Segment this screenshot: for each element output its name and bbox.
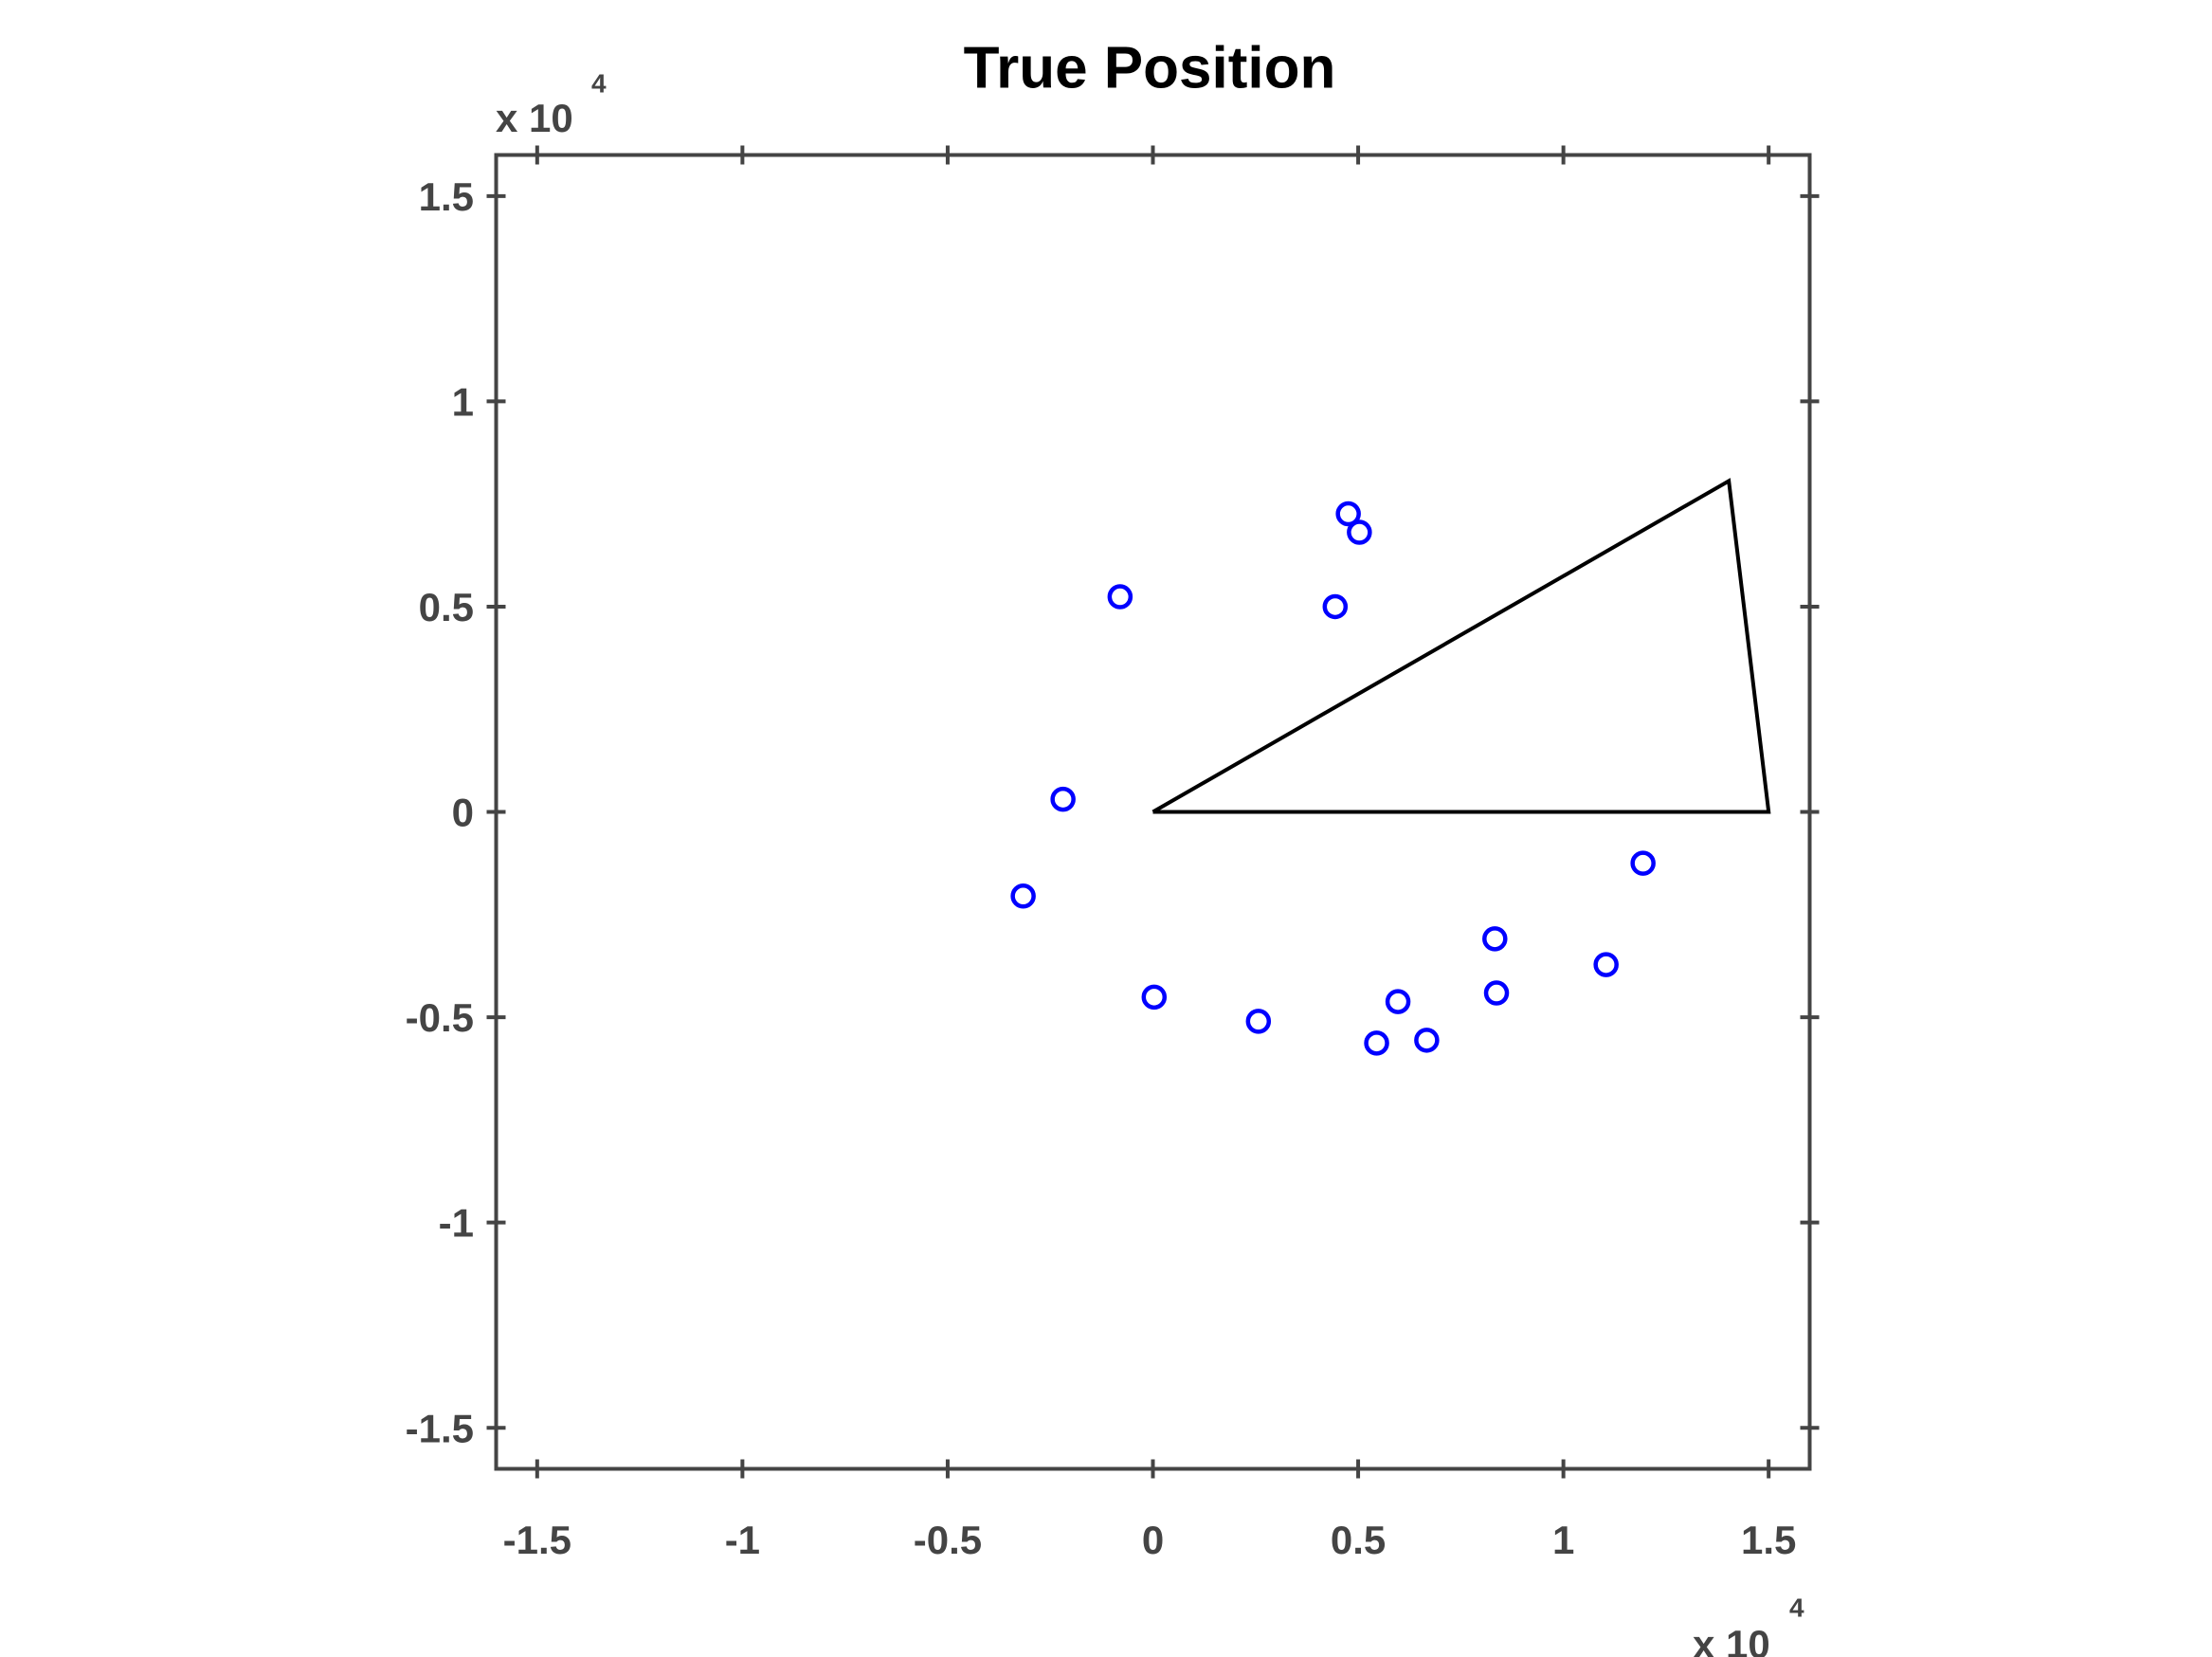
y-tick-label: 0 (452, 791, 474, 835)
data-point (1141, 984, 1168, 1011)
data-point (1385, 989, 1411, 1014)
data-point (1483, 980, 1510, 1006)
y-multiplier-exponent: 4 (591, 68, 607, 98)
x-tick-label: 0 (1142, 1518, 1164, 1562)
x-tick-label: -0.5 (914, 1518, 982, 1562)
data-point (1364, 1030, 1389, 1056)
data-point (1414, 1028, 1440, 1053)
x-tick-label: 0.5 (1331, 1518, 1386, 1562)
x-tick-label: -1.5 (503, 1518, 571, 1562)
y-multiplier: x 10 (496, 96, 573, 140)
data-point (1107, 584, 1133, 610)
y-tick-label: -0.5 (406, 995, 474, 1040)
y-tick-label: 1.5 (419, 174, 474, 219)
data-point (1322, 593, 1349, 620)
data-point (1593, 952, 1619, 977)
data-point (1245, 1009, 1272, 1034)
data-point (1010, 883, 1036, 909)
data-point (1347, 519, 1372, 545)
x-tick-label: 1 (1552, 1518, 1574, 1562)
x-tick-label: 1.5 (1741, 1518, 1796, 1562)
data-point (1335, 501, 1361, 527)
x-tick-label: -1 (725, 1518, 760, 1562)
x-multiplier-exponent: 4 (1789, 1593, 1804, 1622)
chart-title: True Position (964, 35, 1336, 100)
data-line (1151, 478, 1771, 814)
y-tick-label: 1 (452, 379, 474, 424)
data-point (1050, 786, 1076, 812)
y-tick-label: -1.5 (406, 1406, 474, 1450)
y-tick-label: 0.5 (419, 585, 474, 629)
x-multiplier: x 10 (1693, 1622, 1770, 1657)
y-tick-label: -1 (439, 1201, 474, 1246)
data-point (1482, 926, 1508, 952)
data-point (1630, 850, 1656, 876)
